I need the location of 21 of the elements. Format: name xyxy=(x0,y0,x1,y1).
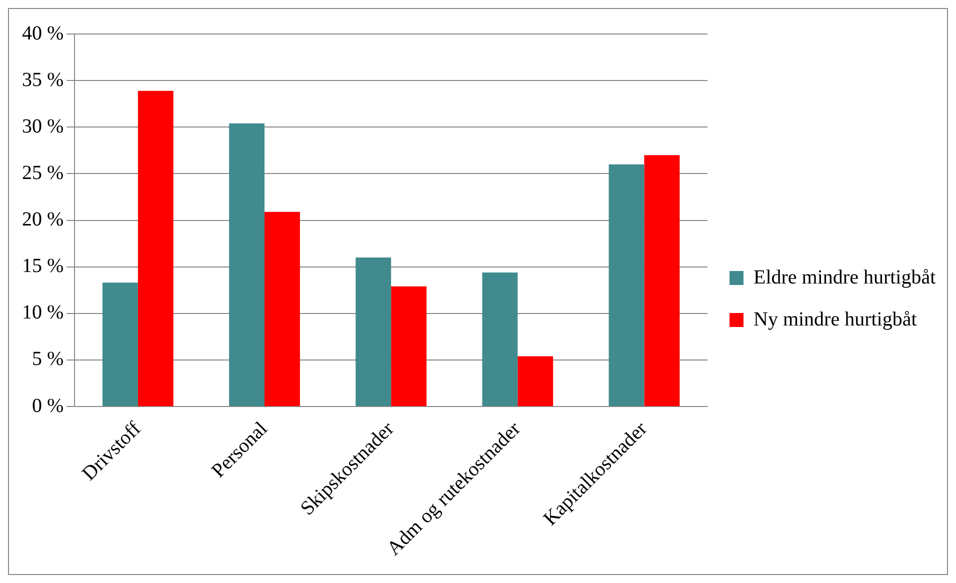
bar xyxy=(138,90,174,406)
bar xyxy=(391,286,427,406)
bar xyxy=(518,356,554,406)
y-tick-label: 10 % xyxy=(22,302,64,324)
bar xyxy=(356,258,392,406)
bar xyxy=(482,272,518,406)
y-tick-label: 35 % xyxy=(22,68,64,91)
legend-label: Eldre mindre hurtigbåt xyxy=(754,266,936,288)
legend-label: Ny mindre hurtigbåt xyxy=(754,308,918,330)
bar xyxy=(644,155,680,406)
bar xyxy=(264,212,300,406)
y-tick-label: 20 % xyxy=(22,208,64,231)
bar xyxy=(608,164,644,406)
y-tick-label: 25 % xyxy=(22,162,64,184)
bar xyxy=(102,282,138,406)
y-tick-label: 40 % xyxy=(22,22,64,44)
y-tick-label: 30 % xyxy=(22,115,64,138)
y-tick-label: 5 % xyxy=(32,348,64,370)
bar xyxy=(229,123,265,406)
y-tick-label: 15 % xyxy=(22,255,64,278)
y-tick-label: 0 % xyxy=(32,394,64,417)
